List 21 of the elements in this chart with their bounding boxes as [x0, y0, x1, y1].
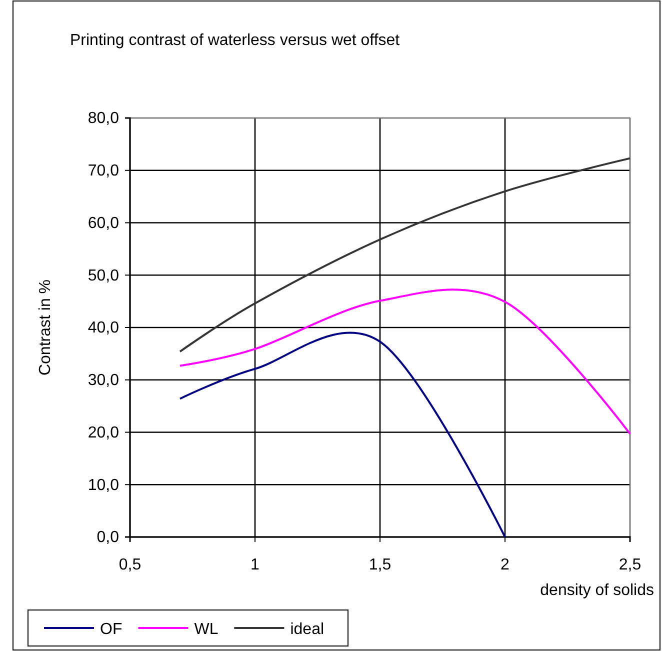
legend-label: WL: [194, 621, 218, 638]
legend-label: ideal: [290, 621, 324, 638]
y-tick-label: 50,0: [88, 267, 120, 284]
x-tick-label: 1,5: [368, 556, 392, 574]
legend-label: OF: [100, 621, 122, 638]
y-tick-label: 60,0: [88, 214, 120, 232]
x-tick-label: 1: [250, 556, 260, 574]
line-series: [179, 157, 631, 353]
x-tick-label: 2,5: [618, 556, 642, 574]
y-tick-label: 80,0: [88, 110, 120, 128]
y-axis-title: Contrast in %: [37, 279, 54, 376]
x-tick-label: 2: [500, 556, 510, 574]
x-axis-title: density of solids: [540, 582, 654, 599]
chart-title: Printing contrast of waterless versus wet offset: [70, 32, 400, 49]
y-tick-label: 0,0: [96, 529, 120, 546]
y-tick-label: 70,0: [88, 162, 120, 180]
y-tick-label: 40,0: [88, 320, 120, 337]
x-tick-label: 0,5: [118, 556, 142, 574]
y-tick-label: 20,0: [88, 424, 120, 442]
y-tick-label: 10,0: [88, 476, 120, 494]
y-tick-label: 30,0: [88, 372, 120, 389]
